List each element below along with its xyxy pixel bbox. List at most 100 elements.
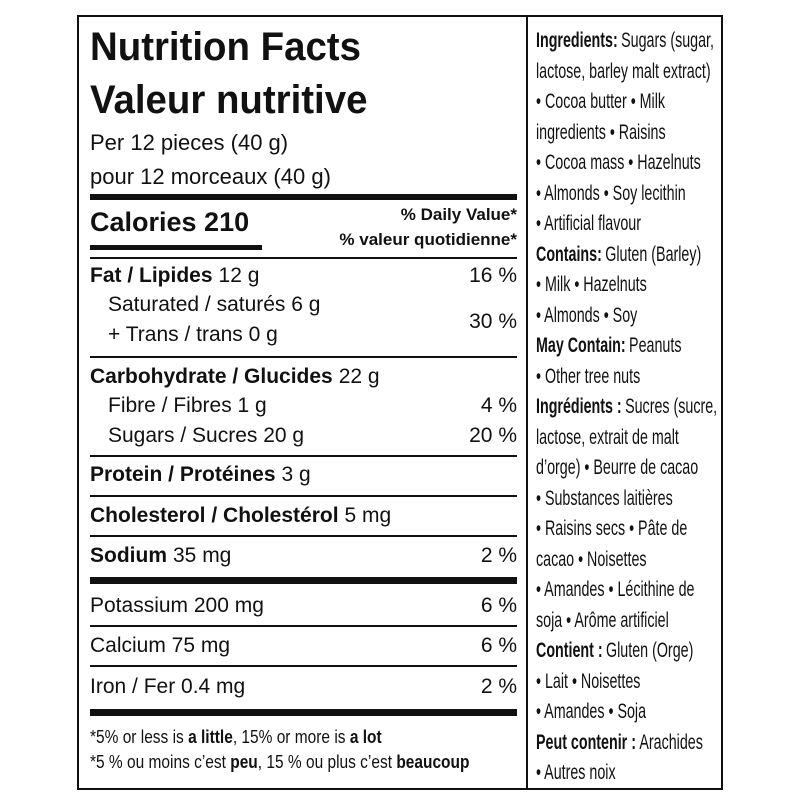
ingredient-text: • Artificial flavour: [536, 212, 641, 235]
footnote-text: a little: [188, 727, 233, 747]
ingredient-line: • Cocoa mass • Hazelnuts: [536, 149, 717, 180]
ingredient-line: soja • Arôme artificiel: [536, 607, 717, 638]
ingredient-line: cacao • Noisettes: [536, 546, 717, 577]
ingredient-line: • Other tree nuts: [536, 363, 717, 394]
ingredient-line: lactose, barley malt extract): [536, 58, 717, 89]
nutrient-label: Sodium: [90, 544, 167, 567]
daily-value: 2 %: [480, 675, 517, 698]
ingredient-line: Contient : Gluten (Orge): [536, 637, 717, 668]
daily-value: 4 %: [480, 394, 517, 417]
ingredients: Ingredients: Sugars (sugar, lactose, barle…: [536, 27, 800, 790]
serving-en: Per 12 pieces (40 g): [90, 130, 289, 155]
ingredient-text: • Almonds • Soy: [536, 303, 638, 327]
ingredient-line: lactose, extrait de malt: [536, 424, 717, 455]
daily-value: 16 %: [469, 264, 517, 287]
ingredient-line: d’orge) • Beurre de cacao: [536, 454, 717, 485]
ingredient-line: • Cocoa butter • Milk: [536, 88, 717, 119]
ingredient-text: lactose, extrait de malt: [536, 425, 679, 449]
amount: 12 g: [218, 264, 260, 287]
amount: 5 mg: [344, 504, 392, 527]
daily-value: 2 %: [480, 544, 517, 567]
ingredient-text: Arachides: [639, 730, 703, 754]
ingredient-text: ingredients • Raisins: [536, 120, 666, 144]
calories: Calories 210: [90, 207, 250, 237]
ingredient-text: soja • Arôme artificiel: [536, 608, 669, 632]
footnote-text: peu: [230, 752, 258, 772]
daily-value-fr: % valeur quotidienne*: [339, 230, 517, 249]
ingredient-text: Sucres (sucre,: [625, 395, 718, 418]
rule: [90, 535, 517, 537]
daily-value: 30 %: [469, 310, 517, 333]
ingredient-text: lactose, barley malt extract): [536, 59, 711, 83]
footnote-fr: *5 % ou moins c’est peu, 15 % ou plus c’…: [90, 752, 469, 772]
ingredient-heading: Peut contenir :: [536, 730, 636, 754]
rule: [90, 194, 517, 200]
ingredient-text: • Substances laitières: [536, 486, 673, 510]
footnote-text: beaucoup: [396, 752, 470, 772]
title-fr: Valeur nutritive: [90, 78, 368, 122]
ingredient-line: • Substances laitières: [536, 485, 717, 516]
ingredient-text: • Amandes • Soja: [536, 700, 647, 723]
ingredient-text: • Cocoa butter • Milk: [536, 90, 666, 113]
ingredient-line: • Amandes • Soja: [536, 698, 717, 729]
daily-value: 20 %: [469, 424, 517, 447]
ingredient-text: Sugars (sugar,: [621, 29, 715, 52]
ingredient-text: • Almonds • Soy lecithin: [536, 181, 686, 205]
daily-value-en: % Daily Value*: [400, 205, 517, 224]
ingredient-text: • Raisins secs • Pâte de: [536, 517, 688, 540]
rule: [90, 245, 262, 250]
rule: [90, 577, 517, 584]
iron: Iron / Fer 0.4 mg: [90, 675, 246, 698]
ingredient-heading: Contains:: [536, 242, 602, 266]
ingredient-text: • Lait • Noisettes: [536, 669, 641, 693]
fat-row: Fat / Lipides 12 g: [90, 264, 259, 288]
saturated: Saturated / saturés 6 g: [108, 293, 321, 316]
ingredient-text: Gluten (Orge): [606, 639, 694, 662]
ingredient-line: Ingrédients : Sucres (sucre,: [536, 393, 717, 424]
trans: + Trans / trans 0 g: [108, 323, 278, 346]
ingredient-text: • Milk • Hazelnuts: [536, 273, 647, 296]
ingredient-line: Peut contenir : Arachides: [536, 729, 717, 760]
ingredient-line: Ingredients: Sugars (sugar,: [536, 27, 717, 58]
serving-fr: pour 12 morceaux (40 g): [90, 164, 331, 189]
ingredient-line: • Artificial flavour: [536, 210, 717, 241]
ingredient-line: • Almonds • Soy lecithin: [536, 180, 717, 211]
ingredient-heading: Ingrédients :: [536, 395, 622, 418]
ingredient-text: Peanuts: [629, 334, 682, 357]
nutrient-label: Fat / Lipides: [90, 264, 213, 287]
daily-value: 6 %: [480, 634, 517, 657]
cholesterol-row: Cholesterol / Cholestérol 5 mg: [90, 504, 391, 528]
ingredient-heading: May Contain:: [536, 334, 626, 357]
carbohydrate-row: Carbohydrate / Glucides 22 g: [90, 365, 380, 389]
rule: [90, 455, 517, 457]
ingredient-text: d’orge) • Beurre de cacao: [536, 456, 699, 479]
footnote-en: *5% or less is a little, 15% or more is …: [90, 727, 382, 747]
footnote-text: , 15% or more is: [232, 727, 350, 747]
daily-value: 6 %: [480, 594, 517, 617]
ingredient-heading: Contient :: [536, 639, 603, 662]
title-en: Nutrition Facts: [90, 25, 361, 69]
amount: 3 g: [281, 463, 311, 486]
sodium-row: Sodium 35 mg: [90, 544, 231, 568]
ingredient-line: May Contain: Peanuts: [536, 332, 717, 363]
ingredient-text: • Amandes • Lécithine de: [536, 578, 695, 601]
ingredient-line: • Autres noix: [536, 759, 717, 790]
ingredient-text: • Autres noix: [536, 761, 616, 784]
footnote-text: a lot: [349, 727, 382, 747]
rule: [90, 665, 517, 667]
ingredient-text: • Other tree nuts: [536, 364, 641, 388]
label-border: [77, 15, 723, 790]
ingredient-text: • Cocoa mass • Hazelnuts: [536, 151, 701, 174]
ingredient-line: • Milk • Hazelnuts: [536, 271, 717, 302]
ingredient-line: • Raisins secs • Pâte de: [536, 515, 717, 546]
rule: [90, 257, 517, 259]
footnote-text: *5 % ou moins c’est: [90, 752, 231, 772]
potassium: Potassium 200 mg: [90, 594, 264, 617]
rule: [90, 709, 517, 716]
rule: [90, 356, 517, 358]
ingredient-line: • Almonds • Soy: [536, 302, 717, 333]
ingredient-line: • Lait • Noisettes: [536, 668, 717, 699]
ingredient-text: cacao • Noisettes: [536, 547, 647, 571]
nutrient-label: Protein / Protéines: [90, 463, 276, 486]
